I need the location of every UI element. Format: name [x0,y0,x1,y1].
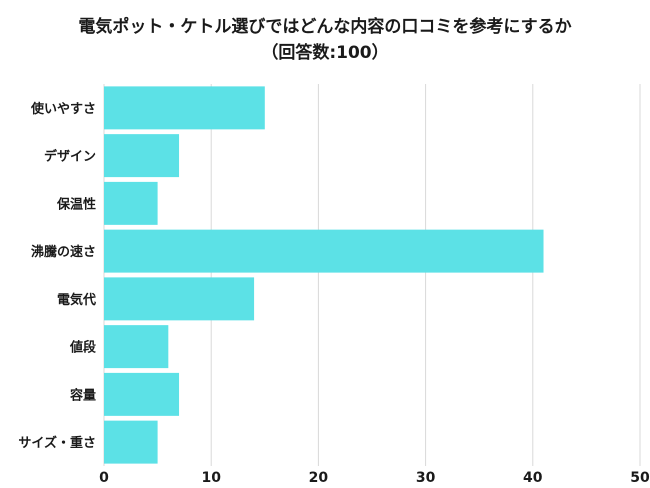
category-label-6: 値段 [69,340,96,356]
x-tick-label-0: 0 [99,470,109,486]
category-label-7: 容量 [69,387,96,403]
x-tick-label-10: 10 [201,470,221,486]
x-tick-label-40: 40 [523,470,543,486]
x-tick-label-30: 30 [416,470,436,486]
bar-7 [104,372,180,416]
bar-8 [104,420,158,464]
bar-1 [104,86,265,130]
category-label-8: サイズ・重さ [18,435,96,451]
bar-4 [104,229,544,273]
chart-subtitle: （回答数:100） [261,43,389,63]
bar-2 [104,134,180,178]
chart-title: 電気ポット・ケトル選びではどんな内容の口コミを参考にするか [78,17,572,37]
chart-title-block: 電気ポット・ケトル選びではどんな内容の口コミを参考にするか （回答数:100） [0,14,650,66]
category-label-2: デザイン [44,149,96,165]
category-label-1: 使いやすさ [30,101,96,117]
bar-6 [104,325,169,369]
bar-5 [104,277,255,321]
category-label-3: 保温性 [56,196,96,212]
x-tick-label-20: 20 [309,470,329,486]
x-tick-label-50: 50 [630,470,650,486]
category-label-5: 電気代 [57,292,96,308]
bar-3 [104,181,158,225]
category-label-4: 沸騰の速さ [31,244,96,260]
